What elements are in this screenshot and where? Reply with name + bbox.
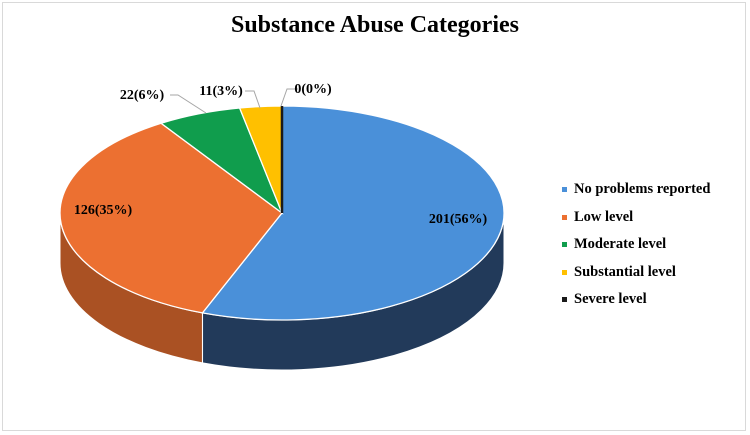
slice-top-0 — [201, 105, 505, 321]
legend-item: Moderate level — [562, 231, 710, 259]
leader-line-2 — [170, 94, 207, 114]
pie-top-faces — [59, 105, 505, 321]
legend-swatch — [562, 297, 567, 303]
legend-item: No problems reported — [562, 176, 710, 204]
legend-swatch — [562, 187, 567, 193]
legend-swatch — [562, 269, 567, 275]
legend-label: Low level — [574, 208, 634, 225]
data-label-4: 0(0%) — [294, 82, 332, 97]
data-label-3: 11(3%) — [199, 84, 243, 99]
legend-swatch — [562, 242, 567, 248]
legend: No problems reported Low level Moderate le… — [562, 176, 710, 314]
slice-top-1 — [59, 122, 283, 314]
legend-label: Severe level — [574, 291, 647, 308]
legend-swatch — [562, 214, 567, 220]
data-label-2: 22(6%) — [120, 88, 165, 103]
data-labels: 201(56%) 126(35%) 22(6%) 11(3%) 0(0%) — [74, 82, 488, 227]
legend-item: Low level — [562, 204, 710, 232]
chart-title: Substance Abuse Categories — [230, 12, 519, 38]
legend-item: Substantial level — [562, 259, 710, 287]
leader-line-3 — [245, 90, 261, 109]
data-label-1: 126(35%) — [74, 203, 133, 218]
legend-label: Moderate level — [574, 236, 667, 253]
data-label-0: 201(56%) — [429, 212, 488, 227]
leader-line-4 — [280, 88, 298, 107]
legend-label: No problems reported — [574, 181, 711, 198]
legend-label: Substantial level — [574, 263, 676, 280]
legend-item: Severe level — [562, 286, 710, 314]
